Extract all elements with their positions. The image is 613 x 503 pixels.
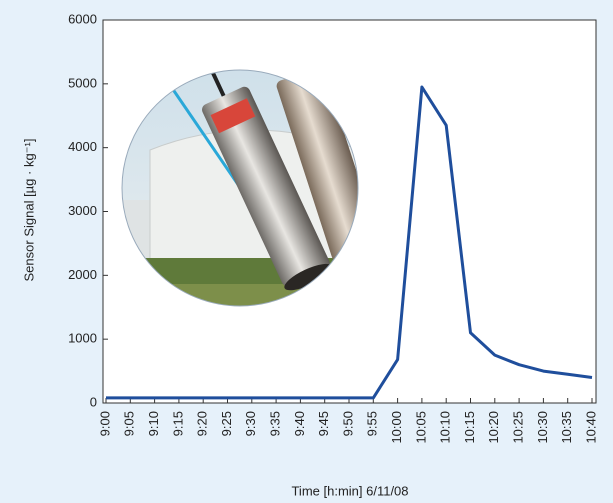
x-tick-label: 9:45 [316,411,331,436]
x-tick-label: 10:10 [438,411,453,444]
x-tick-label: 10:35 [559,411,574,444]
x-tick-label: 9:35 [268,411,283,436]
x-tick-label: 9:00 [97,411,112,436]
x-tick-label: 10:00 [389,411,404,444]
y-tick-label: 0 [90,394,97,409]
x-axis-label: Time [h:min] 6/11/08 [291,483,408,498]
y-tick-label: 2000 [68,267,97,282]
x-tick-label: 9:55 [365,411,380,436]
x-tick-label: 9:50 [340,411,355,436]
x-tick-label: 10:15 [462,411,477,444]
y-axis-label: Sensor Signal [µg · kg⁻¹] [21,139,36,282]
y-tick-label: 3000 [68,203,97,218]
y-tick-label: 4000 [68,139,97,154]
x-tick-label: 9:30 [243,411,258,436]
x-tick-label: 10:30 [535,411,550,444]
x-tick-label: 9:40 [292,411,307,436]
y-tick-label: 6000 [68,11,97,26]
x-tick-label: 10:05 [413,411,428,444]
x-tick-label: 9:05 [122,411,137,436]
x-tick-label: 10:25 [511,411,526,444]
x-tick-label: 9:15 [170,411,185,436]
y-tick-label: 5000 [68,75,97,90]
x-tick-label: 9:20 [195,411,210,436]
x-tick-label: 10:20 [486,411,501,444]
x-tick-label: 9:25 [219,411,234,436]
x-tick-label: 9:10 [146,411,161,436]
x-tick-label: 10:40 [583,411,598,444]
data-line [106,85,593,400]
y-tick-label: 1000 [68,331,97,346]
inset-frame [121,69,359,307]
